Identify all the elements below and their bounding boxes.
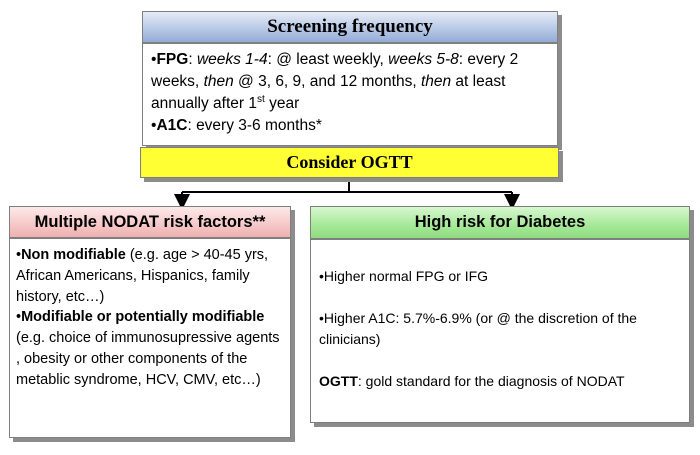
high-risk-body: •Higher normal FPG or IFG •Higher A1C: 5…: [310, 239, 690, 423]
fpg-item: •FPG: weeks 1-4: @ least weekly, weeks 5…: [151, 51, 519, 112]
fpg-then-1: then: [203, 73, 234, 90]
high-risk-item-ogtt: OGTT: gold standard for the diagnosis of…: [319, 371, 681, 392]
modifiable-item: •Modifiable or potentially modifiable (e…: [16, 309, 280, 388]
screening-frequency-header: Screening frequency: [142, 11, 558, 43]
ogtt-text: : gold standard for the diagnosis of NOD…: [357, 373, 625, 389]
a1c-item: •A1C: every 3-6 months*: [151, 117, 322, 134]
fpg-text-3: @ 3, 6, 9, and 12 months,: [233, 73, 421, 90]
high-risk-item-a1c: •Higher A1C: 5.7%-6.9% (or @ the discret…: [319, 310, 637, 347]
modifiable-text: (e.g. choice of immunosupressive agents …: [16, 330, 280, 388]
risk-factors-body: •Non modifiable (e.g. age > 40-45 yrs, A…: [9, 238, 291, 438]
fpg-weeks-5-8: weeks 5-8: [388, 51, 459, 68]
modifiable-label: Modifiable or potentially modifiable: [21, 309, 265, 326]
high-risk-item-fpg: •Higher normal FPG or IFG: [319, 268, 489, 284]
fpg-then-2: then: [420, 73, 452, 90]
a1c-text: : every 3-6 months*: [187, 117, 322, 134]
fpg-text-2: : every 2 weeks,: [151, 51, 519, 90]
ogtt-label: OGTT: [319, 373, 358, 389]
fpg-text-5: year: [264, 95, 300, 112]
non-modifiable-text: (e.g. age > 40-45 yrs, African Americans…: [16, 247, 269, 305]
fpg-text-1: : @ least weekly,: [267, 51, 389, 68]
risk-factors-header: Multiple NODAT risk factors**: [9, 206, 291, 238]
fpg-label: FPG: [156, 51, 189, 68]
high-risk-item-fpg-text: Higher normal FPG or IFG: [323, 268, 489, 284]
a1c-label: A1C: [156, 117, 188, 134]
consider-ogtt-title: Consider OGTT: [286, 152, 413, 172]
high-risk-header: High risk for Diabetes: [310, 206, 690, 239]
fpg-superscript: st: [257, 94, 265, 105]
high-risk-title: High risk for Diabetes: [414, 213, 586, 231]
fpg-weeks-1-4: weeks 1-4: [196, 51, 268, 68]
fpg-text-4: at least annually after 1: [151, 73, 506, 112]
consider-ogtt-box: Consider OGTT: [140, 147, 559, 178]
screening-frequency-title: Screening frequency: [267, 16, 433, 37]
fpg-colon: :: [188, 51, 197, 68]
non-modifiable-item: •Non modifiable (e.g. age > 40-45 yrs, A…: [16, 247, 269, 305]
high-risk-item-a1c-text: Higher A1C: 5.7%-6.9% (or @ the discreti…: [319, 310, 637, 347]
risk-factors-title: Multiple NODAT risk factors**: [34, 212, 266, 231]
non-modifiable-label: Non modifiable: [21, 247, 126, 263]
screening-frequency-body: •FPG: weeks 1-4: @ least weekly, weeks 5…: [142, 43, 558, 146]
